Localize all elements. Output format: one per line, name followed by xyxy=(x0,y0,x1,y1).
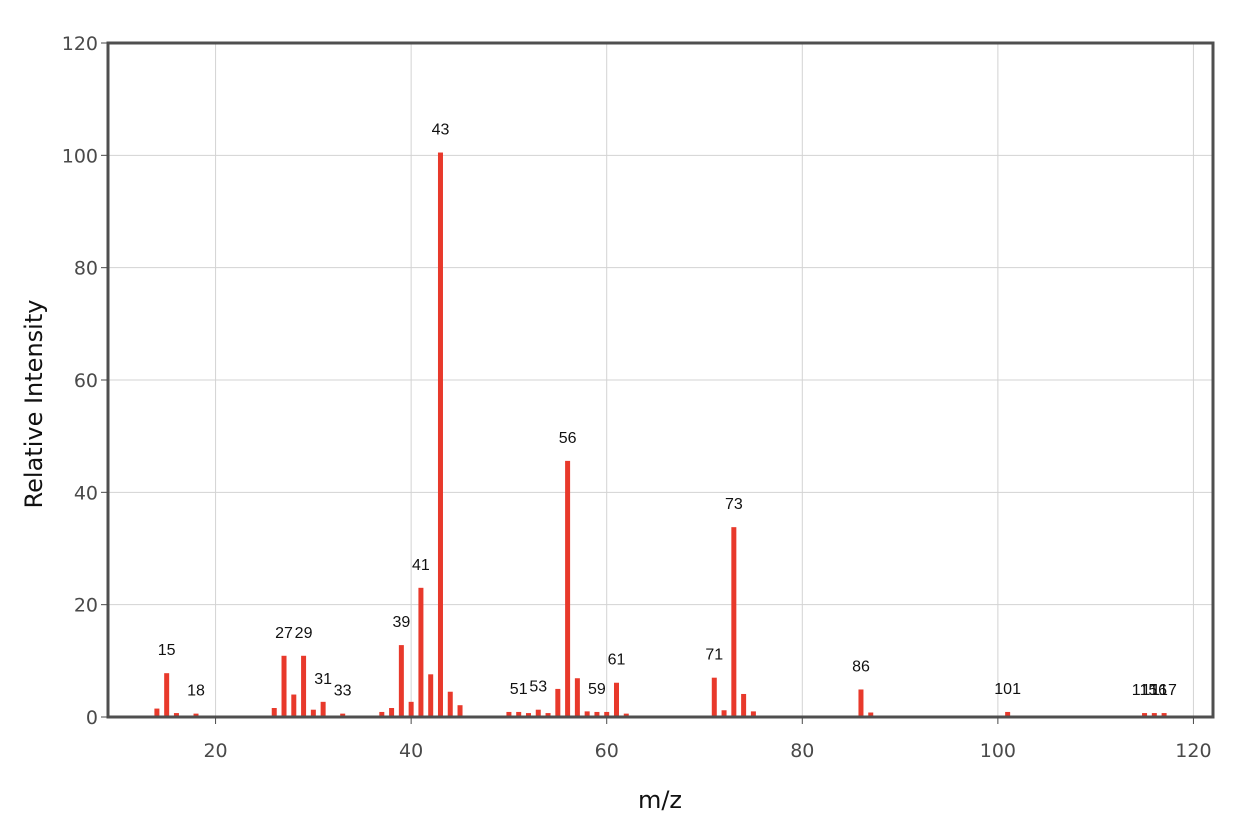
peak-label: 41 xyxy=(412,557,430,574)
x-tick-label: 20 xyxy=(203,740,227,762)
peak-label: 39 xyxy=(392,614,410,631)
x-tick-label: 100 xyxy=(980,740,1016,762)
spectrum-bar xyxy=(545,713,551,717)
spectrum-bar xyxy=(613,682,619,717)
spectrum-bar xyxy=(506,711,512,717)
spectrum-bar xyxy=(1151,713,1157,717)
peak-label: 86 xyxy=(852,658,870,675)
peak-label: 73 xyxy=(725,496,743,513)
peak-label: 71 xyxy=(705,647,723,664)
spectrum-bars xyxy=(154,152,1167,717)
spectrum-bar xyxy=(447,691,453,717)
spectrum-bar xyxy=(1142,713,1148,717)
spectrum-bar xyxy=(516,711,522,717)
peak-label: 56 xyxy=(559,430,577,447)
peak-label: 117 xyxy=(1151,682,1177,699)
y-tick-label: 120 xyxy=(62,33,98,55)
x-axis-ticks: 20 40 60 80 100 120 xyxy=(203,717,1212,762)
spectrum-bar xyxy=(173,713,179,717)
grid-lines xyxy=(108,42,1213,718)
peak-label: 43 xyxy=(432,122,450,139)
y-axis-ticks: 0 20 40 60 80 100 120 xyxy=(62,33,108,729)
spectrum-bar xyxy=(428,674,434,717)
spectrum-bar xyxy=(584,711,590,717)
spectrum-bar xyxy=(750,711,756,717)
spectrum-bar xyxy=(340,713,346,717)
spectrum-bar xyxy=(301,655,307,717)
peak-label: 59 xyxy=(588,681,606,698)
y-tick-label: 60 xyxy=(74,370,98,392)
x-tick-label: 80 xyxy=(790,740,814,762)
y-tick-label: 40 xyxy=(74,482,98,504)
spectrum-bar xyxy=(711,677,717,717)
spectrum-bar xyxy=(437,152,443,717)
spectrum-bar xyxy=(320,701,326,717)
spectrum-bar xyxy=(154,708,160,717)
peak-label: 115 xyxy=(1132,682,1158,699)
y-axis-title: Relative Intensity xyxy=(20,300,48,509)
peak-label: 27 xyxy=(275,625,293,642)
peak-label: 31 xyxy=(314,671,332,688)
y-tick-label: 0 xyxy=(86,707,98,729)
peak-label: 51 xyxy=(510,681,528,698)
spectrum-bar xyxy=(535,709,541,717)
y-tick-label: 100 xyxy=(62,145,98,167)
spectrum-bar xyxy=(379,711,385,717)
spectrum-bar xyxy=(1161,713,1167,717)
spectrum-bar xyxy=(565,460,571,717)
spectrum-bar xyxy=(604,711,610,717)
spectrum-bar xyxy=(271,708,277,717)
spectrum-bar xyxy=(868,712,874,717)
spectrum-bar xyxy=(555,688,561,717)
x-tick-label: 40 xyxy=(399,740,423,762)
peak-label: 33 xyxy=(334,683,352,700)
y-tick-label: 80 xyxy=(74,258,98,280)
spectrum-bar xyxy=(858,689,864,717)
y-tick-label: 20 xyxy=(74,595,98,617)
spectrum-bar xyxy=(594,711,600,717)
spectrum-bar xyxy=(193,713,199,717)
x-axis-title: m/z xyxy=(638,786,682,814)
spectrum-bar xyxy=(1005,711,1011,717)
peak-label: 61 xyxy=(608,652,626,669)
spectrum-bar xyxy=(623,713,629,717)
spectrum-bar xyxy=(310,709,316,717)
spectrum-bar xyxy=(731,527,737,717)
peak-label: 29 xyxy=(295,625,313,642)
spectrum-bar xyxy=(525,713,531,717)
spectrum-bar xyxy=(164,673,170,717)
spectrum-bar xyxy=(418,587,424,717)
spectrum-bar xyxy=(389,708,395,717)
spectrum-bar xyxy=(408,701,414,717)
x-tick-label: 120 xyxy=(1175,740,1211,762)
peak-label: 116 xyxy=(1142,682,1168,699)
peak-label: 53 xyxy=(529,679,547,696)
spectrum-bar xyxy=(721,710,727,717)
peak-label: 18 xyxy=(187,683,205,700)
peak-label: 101 xyxy=(994,681,1021,698)
spectrum-bar xyxy=(291,694,297,717)
spectrum-bar xyxy=(457,705,463,717)
peak-label: 15 xyxy=(158,642,176,659)
spectrum-bar xyxy=(398,645,404,717)
spectrum-bar xyxy=(741,693,747,717)
spectrum-bar xyxy=(281,655,287,717)
x-tick-label: 60 xyxy=(595,740,619,762)
spectrum-bar xyxy=(574,678,580,717)
